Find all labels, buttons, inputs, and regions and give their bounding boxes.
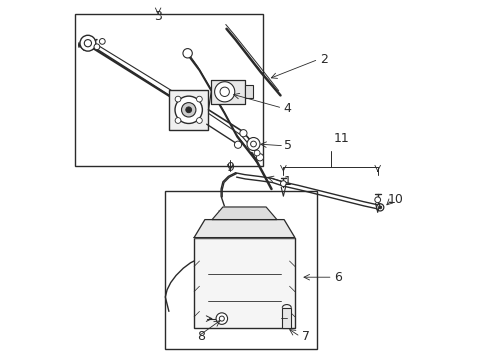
Circle shape <box>280 181 285 186</box>
Circle shape <box>239 130 246 137</box>
Circle shape <box>181 103 196 117</box>
Circle shape <box>256 154 263 161</box>
Bar <box>194 238 294 328</box>
Circle shape <box>250 141 256 147</box>
Bar <box>282 308 291 328</box>
Circle shape <box>378 206 381 209</box>
Text: 9: 9 <box>225 161 234 174</box>
Circle shape <box>80 35 96 51</box>
Polygon shape <box>194 220 294 238</box>
Circle shape <box>84 40 91 47</box>
Bar <box>75 14 262 166</box>
Circle shape <box>99 39 105 44</box>
Circle shape <box>175 96 202 123</box>
Bar <box>245 85 253 98</box>
Circle shape <box>94 44 100 50</box>
Circle shape <box>254 150 260 156</box>
Text: 6: 6 <box>333 271 341 284</box>
Text: 3: 3 <box>154 10 162 23</box>
Text: 2: 2 <box>319 53 327 66</box>
Circle shape <box>234 141 241 148</box>
Circle shape <box>183 49 192 58</box>
Circle shape <box>175 118 181 123</box>
Circle shape <box>376 204 383 211</box>
Text: 1: 1 <box>283 175 291 188</box>
Text: 10: 10 <box>387 193 403 206</box>
Circle shape <box>214 82 234 102</box>
Text: 11: 11 <box>333 132 349 145</box>
Circle shape <box>185 107 191 113</box>
Text: 5: 5 <box>283 139 291 152</box>
Text: 8: 8 <box>197 330 205 343</box>
Circle shape <box>175 96 181 102</box>
Bar <box>165 191 316 349</box>
Circle shape <box>196 96 202 102</box>
Circle shape <box>220 87 229 96</box>
Circle shape <box>219 316 224 321</box>
Text: 7: 7 <box>301 330 309 343</box>
Text: 4: 4 <box>283 102 291 114</box>
Circle shape <box>246 138 260 150</box>
Circle shape <box>216 313 227 324</box>
Bar <box>211 80 245 104</box>
Circle shape <box>374 197 380 203</box>
Polygon shape <box>212 207 276 220</box>
Bar <box>168 90 208 130</box>
Circle shape <box>196 118 202 123</box>
